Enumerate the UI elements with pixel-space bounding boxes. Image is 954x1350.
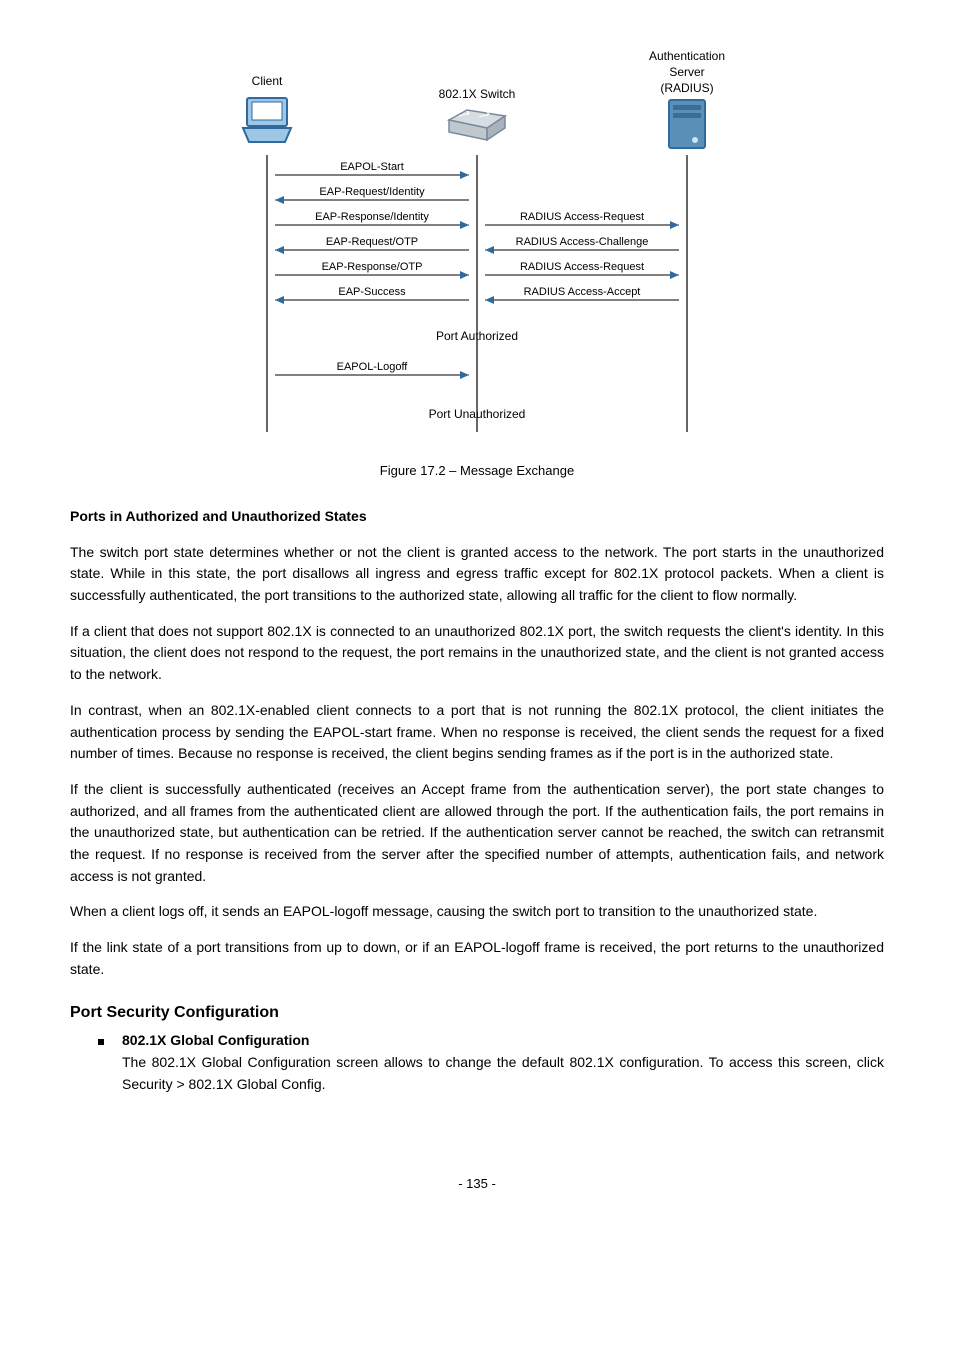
bullet-item: 802.1X Global Configuration — [70, 1032, 884, 1048]
message-exchange-diagram: Client 802.1X Switch Authentication Server (… — [217, 40, 737, 450]
section-heading: Port Security Configuration — [70, 1004, 884, 1022]
bullet-body: The 802.1X Global Configuration screen a… — [122, 1052, 884, 1095]
svg-text:RADIUS Access-Request: RADIUS Access-Request — [520, 211, 644, 223]
paragraph: If the link state of a port transitions … — [70, 937, 884, 980]
svg-text:Authentication: Authentication — [649, 49, 725, 63]
svg-text:RADIUS Access-Request: RADIUS Access-Request — [520, 261, 644, 273]
svg-text:Server: Server — [669, 65, 704, 79]
svg-text:EAP-Response/Identity: EAP-Response/Identity — [315, 211, 429, 223]
paragraph: The switch port state determines whether… — [70, 542, 884, 607]
svg-text:EAP-Success: EAP-Success — [338, 286, 406, 298]
svg-text:Port Authorized: Port Authorized — [436, 329, 518, 343]
subsection-title: Ports in Authorized and Unauthorized Sta… — [70, 506, 884, 528]
figure-caption: Figure 17.2 – Message Exchange — [70, 463, 884, 478]
bullet-icon — [98, 1039, 104, 1045]
svg-text:802.1X Switch: 802.1X Switch — [439, 87, 516, 101]
svg-text:Port Unauthorized: Port Unauthorized — [429, 407, 526, 421]
svg-text:EAP-Request/Identity: EAP-Request/Identity — [319, 186, 425, 198]
svg-text:RADIUS Access-Challenge: RADIUS Access-Challenge — [516, 236, 649, 248]
svg-text:EAP-Request/OTP: EAP-Request/OTP — [326, 236, 418, 248]
paragraph: If the client is successfully authentica… — [70, 779, 884, 887]
page-number: - 135 - — [70, 1176, 884, 1191]
paragraph: In contrast, when an 802.1X-enabled clie… — [70, 700, 884, 765]
svg-text:(RADIUS): (RADIUS) — [660, 81, 713, 95]
message-exchange-figure: Client 802.1X Switch Authentication Server (… — [70, 40, 884, 453]
paragraph: When a client logs off, it sends an EAPO… — [70, 901, 884, 923]
paragraph: If a client that does not support 802.1X… — [70, 621, 884, 686]
svg-text:Client: Client — [252, 74, 283, 88]
svg-text:EAPOL-Logoff: EAPOL-Logoff — [337, 361, 409, 373]
svg-text:EAP-Response/OTP: EAP-Response/OTP — [322, 261, 423, 273]
bullet-label: 802.1X Global Configuration — [122, 1032, 309, 1048]
svg-text:EAPOL-Start: EAPOL-Start — [340, 161, 404, 173]
svg-text:RADIUS Access-Accept: RADIUS Access-Accept — [524, 286, 641, 298]
